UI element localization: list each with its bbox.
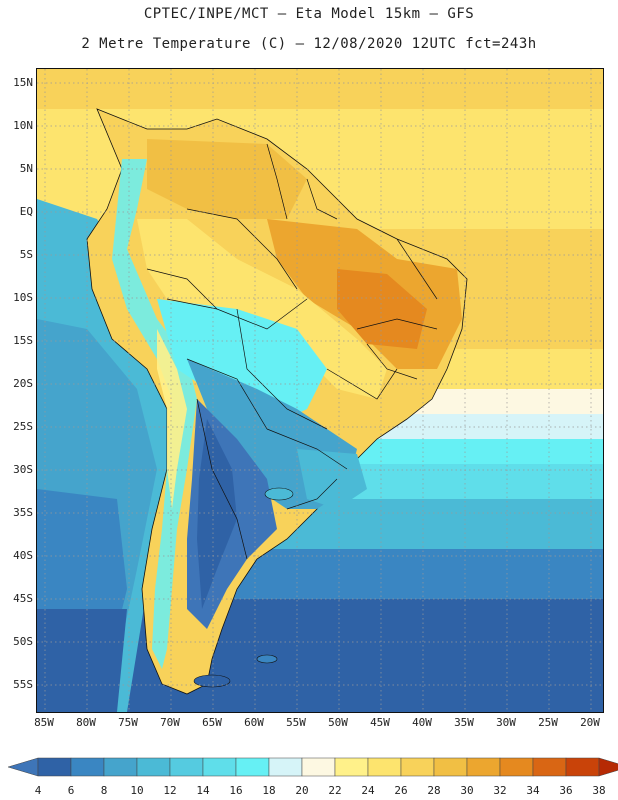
colorbar-label: 22 <box>328 784 342 797</box>
lat-label-10n: 10N <box>13 119 33 132</box>
lon-label-80w: 80W <box>76 716 96 729</box>
colorbar-swatch <box>235 757 270 777</box>
colorbar-swatch <box>532 757 567 777</box>
colorbar-swatch <box>103 757 138 777</box>
map-subtitle: 2 Metre Temperature (C) – 12/08/2020 12U… <box>81 36 537 52</box>
colorbar-label: 34 <box>526 784 540 797</box>
colorbar-swatch <box>466 757 501 777</box>
colorbar-label: 16 <box>229 784 243 797</box>
lat-label-20s: 20S <box>13 377 33 390</box>
colorbar-label: 24 <box>361 784 375 797</box>
lon-label-60w: 60W <box>244 716 264 729</box>
map-title: CPTEC/INPE/MCT – Eta Model 15km – GFS <box>143 6 475 22</box>
colorbar-swatch <box>169 757 204 777</box>
colorbar-swatch <box>37 757 72 777</box>
lon-label-25w: 25W <box>538 716 558 729</box>
lon-label-30w: 30W <box>496 716 516 729</box>
colorbar-swatch <box>268 757 303 777</box>
colorbar-label: 30 <box>460 784 474 797</box>
colorbar-swatch <box>136 757 171 777</box>
lon-label-35w: 35W <box>454 716 474 729</box>
colorbar-swatch <box>301 757 336 777</box>
colorbar-swatch <box>367 757 402 777</box>
lat-label-40s: 40S <box>13 549 33 562</box>
lat-label-10s: 10S <box>13 291 33 304</box>
color-scale-bar <box>8 757 618 777</box>
lat-label-35s: 35S <box>13 506 33 519</box>
lon-label-65w: 65W <box>202 716 222 729</box>
lon-label-40w: 40W <box>412 716 432 729</box>
colorbar-swatch <box>202 757 237 777</box>
lat-label-15s: 15S <box>13 334 33 347</box>
lon-label-20w: 20W <box>580 716 600 729</box>
colorbar-label: 32 <box>493 784 507 797</box>
lat-label-25s: 25S <box>13 420 33 433</box>
temperature-map <box>37 69 603 712</box>
colorbar-label: 36 <box>559 784 573 797</box>
colorbar-swatch <box>8 757 39 777</box>
lon-label-85w: 85W <box>34 716 54 729</box>
colorbar-label: 20 <box>295 784 309 797</box>
lon-label-50w: 50W <box>328 716 348 729</box>
lat-label-15n: 15N <box>13 76 33 89</box>
colorbar-label: 12 <box>163 784 177 797</box>
colorbar-swatch <box>433 757 468 777</box>
colorbar-swatch <box>565 757 600 777</box>
colorbar-swatch <box>499 757 534 777</box>
lon-label-70w: 70W <box>160 716 180 729</box>
colorbar-label: 28 <box>427 784 441 797</box>
colorbar-swatch <box>70 757 105 777</box>
lat-label-5s: 5S <box>19 248 33 261</box>
lat-label-eq: EQ <box>19 205 33 218</box>
colorbar-swatch <box>598 757 618 777</box>
lat-label-45s: 45S <box>13 592 33 605</box>
colorbar-swatch <box>400 757 435 777</box>
lat-label-50s: 50S <box>13 635 33 648</box>
lon-label-75w: 75W <box>118 716 138 729</box>
colorbar-label: 8 <box>100 784 108 797</box>
lat-label-5n: 5N <box>19 162 33 175</box>
colorbar-label: 14 <box>196 784 210 797</box>
colorbar-label: 18 <box>262 784 276 797</box>
colorbar-swatch <box>334 757 369 777</box>
lon-label-45w: 45W <box>370 716 390 729</box>
colorbar-label: 38 <box>592 784 606 797</box>
colorbar-label: 6 <box>67 784 75 797</box>
lat-label-55s: 55S <box>13 678 33 691</box>
colorbar-label: 10 <box>130 784 144 797</box>
colorbar-label: 4 <box>34 784 42 797</box>
lat-label-30s: 30S <box>13 463 33 476</box>
lon-label-55w: 55W <box>286 716 306 729</box>
map-panel[interactable] <box>36 68 604 713</box>
colorbar-label: 26 <box>394 784 408 797</box>
